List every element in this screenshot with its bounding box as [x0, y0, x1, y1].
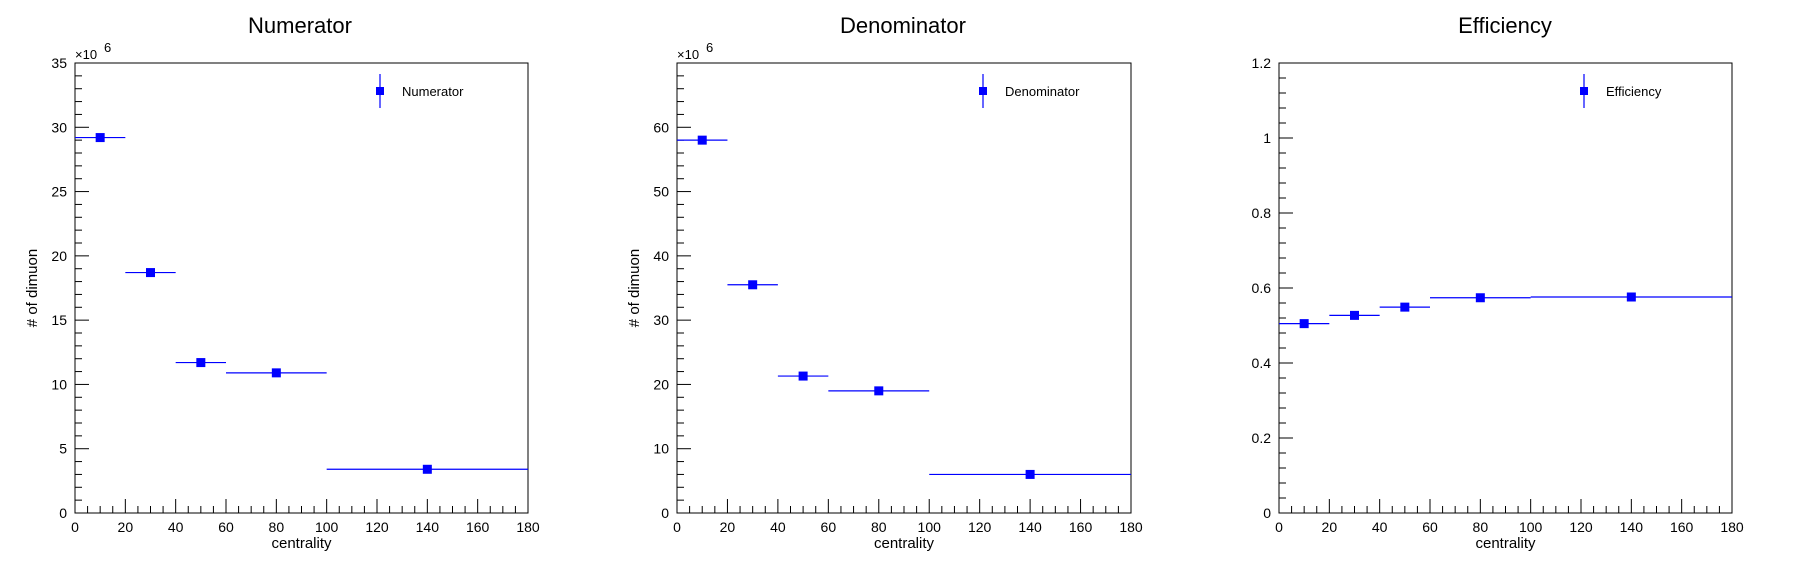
x-tick-label: 140 [416, 519, 440, 535]
x-tick-label: 60 [1422, 519, 1438, 535]
x-tick-label: 60 [821, 519, 837, 535]
x-tick-label: 160 [1069, 519, 1093, 535]
y-tick-label: 30 [51, 119, 67, 135]
x-tick-label: 100 [1519, 519, 1543, 535]
y-tick-label: 20 [51, 248, 67, 264]
legend-label: Numerator [402, 84, 464, 99]
y-tick-label: 0.8 [1252, 205, 1272, 221]
x-tick-label: 20 [118, 519, 134, 535]
y-tick-label: 50 [653, 184, 669, 200]
y-tick-label: 15 [51, 312, 67, 328]
y-tick-label: 5 [59, 441, 67, 457]
data-point [1299, 319, 1309, 329]
data-point [271, 368, 281, 378]
x-tick-label: 140 [1620, 519, 1644, 535]
x-tick-label: 120 [1569, 519, 1593, 535]
y-tick-label: 0.6 [1252, 280, 1272, 296]
legend-marker [979, 87, 987, 95]
y-tick-label: 20 [653, 376, 669, 392]
x-tick-label: 100 [315, 519, 339, 535]
y-exponent-power: 6 [104, 40, 111, 55]
y-exponent-power: 6 [706, 40, 713, 55]
x-tick-label: 80 [1473, 519, 1489, 535]
chart-title: Efficiency [1458, 13, 1552, 38]
y-tick-label: 1.2 [1252, 55, 1272, 71]
x-tick-label: 40 [770, 519, 786, 535]
x-tick-label: 100 [918, 519, 942, 535]
x-tick-label: 0 [673, 519, 681, 535]
y-exponent-label: ×10 [677, 47, 699, 62]
y-tick-label: 10 [653, 441, 669, 457]
y-tick-label: 60 [653, 119, 669, 135]
y-tick-label: 0 [661, 505, 669, 521]
x-tick-label: 80 [269, 519, 285, 535]
y-tick-label: 10 [51, 376, 67, 392]
y-axis-label: # of dimuon [24, 249, 41, 327]
x-tick-label: 20 [720, 519, 736, 535]
data-point [1475, 293, 1485, 303]
y-tick-label: 0.4 [1252, 355, 1272, 371]
x-tick-label: 80 [871, 519, 887, 535]
legend-marker [1580, 87, 1588, 95]
x-tick-label: 180 [1119, 519, 1143, 535]
chart-title: Numerator [248, 13, 352, 38]
data-point [1025, 469, 1035, 479]
data-point [798, 371, 808, 381]
x-tick-label: 160 [466, 519, 490, 535]
y-tick-label: 30 [653, 312, 669, 328]
y-axis-label: # of dimuon [626, 249, 643, 327]
legend-label: Efficiency [1606, 84, 1662, 99]
data-point [697, 135, 707, 145]
y-tick-label: 1 [1263, 130, 1271, 146]
chart-title: Denominator [840, 13, 966, 38]
data-point [422, 464, 432, 474]
y-tick-label: 35 [51, 55, 67, 71]
data-point [874, 386, 884, 396]
data-point [146, 268, 155, 278]
x-axis-label: centrality [271, 535, 332, 552]
x-tick-label: 40 [1372, 519, 1388, 535]
data-point [748, 280, 758, 290]
y-tick-label: 25 [51, 184, 67, 200]
x-tick-label: 140 [1018, 519, 1042, 535]
y-exponent-label: ×10 [75, 47, 97, 62]
x-tick-label: 180 [1720, 519, 1744, 535]
x-tick-label: 120 [968, 519, 992, 535]
data-point [1350, 310, 1359, 320]
x-axis-label: centrality [874, 535, 935, 552]
data-point [1400, 302, 1410, 312]
legend-marker [376, 87, 384, 95]
chart-panel-3: Efficiency 0 20 40 60 80 100 120 140 160 180 centra… [1252, 13, 1744, 552]
data-point [196, 358, 206, 368]
data-point [95, 133, 105, 143]
x-tick-label: 160 [1670, 519, 1694, 535]
y-tick-label: 0 [59, 505, 67, 521]
x-tick-label: 0 [1275, 519, 1283, 535]
y-tick-label: 40 [653, 248, 669, 264]
x-tick-label: 60 [218, 519, 234, 535]
legend-label: Denominator [1005, 84, 1080, 99]
x-tick-label: 180 [516, 519, 540, 535]
y-tick-label: 0 [1263, 505, 1271, 521]
y-tick-label: 0.2 [1252, 430, 1272, 446]
x-tick-label: 0 [71, 519, 79, 535]
x-tick-label: 120 [365, 519, 389, 535]
data-point [1626, 292, 1636, 302]
x-tick-label: 40 [168, 519, 184, 535]
x-axis-label: centrality [1475, 535, 1536, 552]
x-tick-label: 20 [1322, 519, 1338, 535]
